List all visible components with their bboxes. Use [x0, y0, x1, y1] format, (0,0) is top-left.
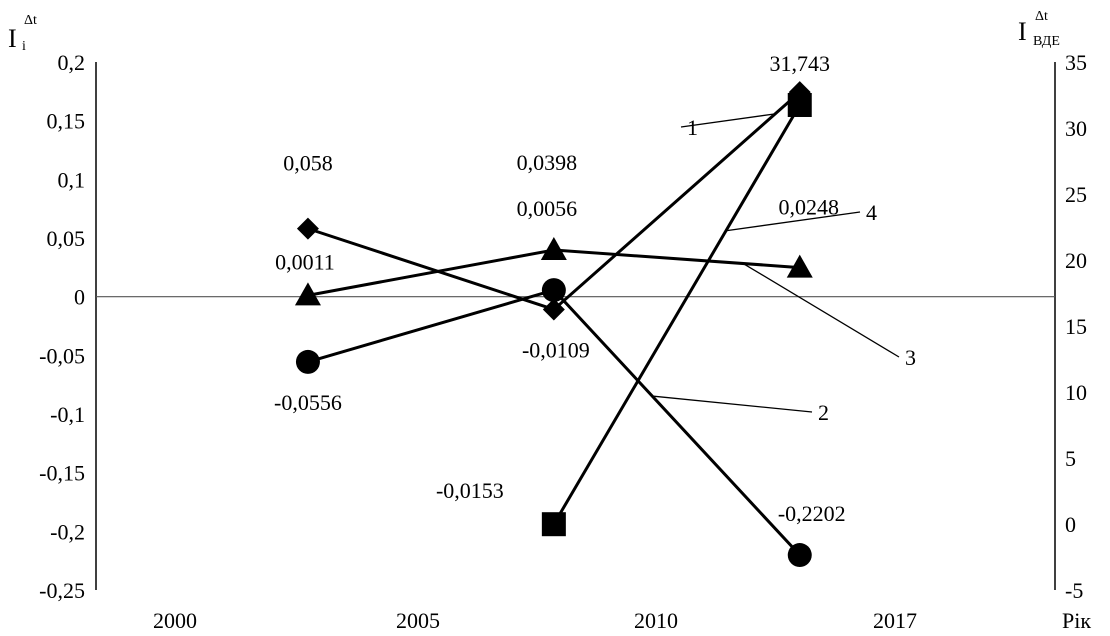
- left-y-tick-label: 0,2: [58, 50, 86, 75]
- series-1-data-label: 0,058: [283, 151, 333, 176]
- right-y-tick-label: 25: [1065, 182, 1087, 207]
- series-4-line: [552, 104, 802, 525]
- series-1-data-label: -0,0109: [522, 337, 590, 362]
- series-3-point: [294, 282, 321, 306]
- series-3-data-label: 0,0398: [517, 150, 578, 175]
- left-y-tick-label: -0,1: [50, 402, 85, 427]
- right-y-tick-label: 30: [1065, 116, 1087, 141]
- series-2-point: [541, 278, 566, 303]
- series-3-data-label: 0,0011: [275, 249, 335, 274]
- series-1-name-label: 1: [687, 115, 698, 140]
- right-y-tick-label: 10: [1065, 380, 1087, 405]
- x-tick-label: 2005: [396, 608, 440, 633]
- series-2-data-label: 0,0056: [517, 196, 578, 221]
- right-y-tick-label: 5: [1065, 446, 1076, 471]
- left-y-tick-label: 0,15: [47, 109, 86, 134]
- left-y-tick-label: -0,05: [39, 343, 85, 368]
- left-y-tick-label: -0,25: [39, 578, 85, 603]
- right-y-tick-label: 20: [1065, 248, 1087, 273]
- axes: [95, 62, 1056, 590]
- left-axis-title-sub: i: [22, 39, 26, 54]
- series-3-point: [786, 254, 813, 278]
- right-y-tick-label: 35: [1065, 50, 1087, 75]
- left-axis-title-sup: Δt: [24, 13, 37, 28]
- series-4-callout-line: [725, 211, 861, 232]
- left-y-tick-label: -0,2: [50, 519, 85, 544]
- right-axis-title-sub: ВДЕ: [1033, 34, 1060, 49]
- x-tick-label: 2000: [153, 608, 197, 633]
- x-tick-label: 2010: [634, 608, 678, 633]
- series-markers: [294, 81, 813, 568]
- series-4-point: [787, 92, 812, 117]
- data-labels: 0,058-0,01090,1743-0,05560,0056-0,22020,…: [274, 51, 846, 526]
- left-y-tick-label: 0: [74, 285, 85, 310]
- left-axis-title: I: [8, 24, 17, 53]
- series-4-point: [541, 512, 566, 537]
- tick-labels: 0,20,150,10,050-0,05-0,1-0,15-0,2-0,2535…: [39, 50, 1087, 633]
- left-y-tick-label: 0,05: [47, 226, 86, 251]
- series-2-point: [295, 349, 320, 374]
- series-callouts: 1 2 3 4: [652, 113, 916, 425]
- series-1-point: [542, 298, 565, 321]
- left-y-tick-label: -0,15: [39, 461, 85, 486]
- right-axis-title: I: [1018, 17, 1027, 46]
- right-axis-title-sup: Δt: [1035, 9, 1048, 24]
- series-1-callout-line: [680, 113, 776, 128]
- series-2-data-label: -0,0556: [274, 390, 342, 415]
- right-y-tick-label: 0: [1065, 512, 1076, 537]
- series-3-data-label: 0,0248: [779, 195, 840, 220]
- series-4-data-label: 31,743: [770, 51, 831, 76]
- x-tick-label: 2017: [873, 608, 917, 633]
- series-2-callout-line: [652, 395, 813, 413]
- series-4-data-label: -0,0153: [436, 478, 504, 503]
- series-2-name-label: 2: [818, 400, 829, 425]
- series-3-name-label: 3: [905, 345, 916, 370]
- left-y-tick-label: 0,1: [58, 167, 86, 192]
- series-3-callout-line: [742, 262, 900, 358]
- series-2-point: [787, 543, 812, 568]
- right-y-tick-label: -5: [1065, 578, 1083, 603]
- x-axis-unit: Рік: [1062, 608, 1091, 633]
- series-1-point: [296, 217, 319, 240]
- axis-titles: I Δt i I Δt ВДЕ Рік: [8, 9, 1091, 633]
- series-3-point: [540, 236, 567, 260]
- series-4-name-label: 4: [866, 200, 877, 225]
- series-2-data-label: -0,2202: [778, 501, 846, 526]
- right-y-tick-label: 15: [1065, 314, 1087, 339]
